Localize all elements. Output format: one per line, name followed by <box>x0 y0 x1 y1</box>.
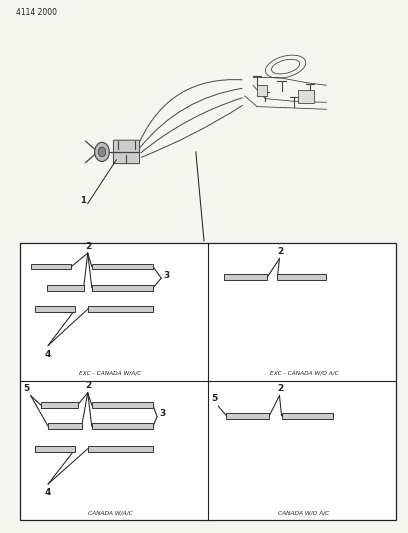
FancyBboxPatch shape <box>88 306 153 312</box>
FancyBboxPatch shape <box>35 446 75 452</box>
Text: 3: 3 <box>159 409 165 418</box>
FancyBboxPatch shape <box>277 274 326 280</box>
FancyBboxPatch shape <box>41 402 78 408</box>
FancyBboxPatch shape <box>92 423 153 430</box>
FancyBboxPatch shape <box>92 264 153 270</box>
FancyBboxPatch shape <box>92 285 153 291</box>
FancyBboxPatch shape <box>298 90 314 103</box>
Text: 5: 5 <box>23 384 29 393</box>
Text: 2: 2 <box>277 247 283 256</box>
Circle shape <box>98 147 106 157</box>
Circle shape <box>95 142 109 161</box>
Text: 2: 2 <box>85 241 91 251</box>
Text: EXC - CANADA W/A/C: EXC - CANADA W/A/C <box>79 371 141 376</box>
Text: CANADA W/A/C: CANADA W/A/C <box>88 511 133 515</box>
Bar <box>20 243 396 520</box>
Text: 2: 2 <box>85 381 91 390</box>
Text: 1: 1 <box>80 196 85 205</box>
Text: CANADA W/O A/C: CANADA W/O A/C <box>278 511 330 515</box>
Text: 4: 4 <box>45 350 51 359</box>
Text: 4: 4 <box>45 488 51 497</box>
Text: 4114 2000: 4114 2000 <box>16 8 57 17</box>
FancyBboxPatch shape <box>47 285 84 291</box>
Text: 3: 3 <box>163 271 169 280</box>
FancyBboxPatch shape <box>226 413 269 419</box>
FancyBboxPatch shape <box>31 264 71 270</box>
FancyBboxPatch shape <box>282 413 333 419</box>
Text: EXC - CANADA W/O A/C: EXC - CANADA W/O A/C <box>270 371 338 376</box>
Text: 5: 5 <box>211 394 217 403</box>
FancyBboxPatch shape <box>224 274 267 280</box>
FancyBboxPatch shape <box>48 423 82 430</box>
FancyBboxPatch shape <box>257 85 267 96</box>
FancyBboxPatch shape <box>113 140 140 164</box>
FancyBboxPatch shape <box>35 306 75 312</box>
Text: 2: 2 <box>277 384 283 393</box>
FancyBboxPatch shape <box>88 446 153 452</box>
FancyBboxPatch shape <box>92 402 153 408</box>
